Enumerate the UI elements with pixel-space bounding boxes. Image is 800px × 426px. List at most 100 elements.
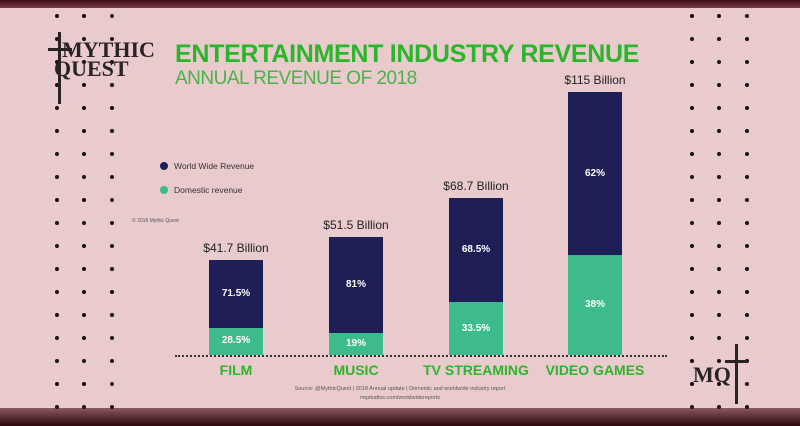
decorative-dot xyxy=(82,221,86,225)
legend-item-domestic: Domestic revenue xyxy=(160,181,254,199)
legend: World Wide Revenue Domestic revenue xyxy=(160,157,254,199)
decorative-dot xyxy=(110,152,114,156)
decorative-dot xyxy=(110,359,114,363)
decorative-dot xyxy=(745,382,749,386)
decorative-dot xyxy=(690,198,694,202)
decorative-dot xyxy=(745,290,749,294)
chart-subtitle: ANNUAL REVENUE OF 2018 xyxy=(175,68,417,89)
decorative-dot xyxy=(690,83,694,87)
decorative-dot xyxy=(717,313,721,317)
copyright: © 2018 Mythic Quest xyxy=(132,218,179,224)
legend-swatch xyxy=(160,186,168,194)
decorative-dot xyxy=(110,221,114,225)
decorative-dot xyxy=(82,267,86,271)
decorative-dot xyxy=(82,106,86,110)
decorative-dot xyxy=(717,336,721,340)
decorative-dot xyxy=(745,83,749,87)
bar-worldwide xyxy=(209,259,263,328)
logo-line2: QUEST xyxy=(54,56,129,81)
decorative-dot xyxy=(717,359,721,363)
bar-worldwide xyxy=(329,237,383,333)
bar-domestic xyxy=(568,255,622,355)
decorative-dot xyxy=(82,83,86,87)
decorative-dot xyxy=(717,290,721,294)
decorative-dot xyxy=(55,198,59,202)
decorative-dot xyxy=(55,244,59,248)
decorative-dot xyxy=(82,313,86,317)
decorative-dot xyxy=(745,244,749,248)
decorative-dot xyxy=(745,129,749,133)
decorative-dot xyxy=(55,405,59,409)
total-label: $115 Billion xyxy=(564,73,626,87)
decorative-dot xyxy=(690,37,694,41)
decorative-dot xyxy=(82,129,86,133)
decorative-dot xyxy=(110,290,114,294)
category-label: MUSIC xyxy=(333,362,379,378)
sword-guard xyxy=(48,48,72,51)
category-label: VIDEO GAMES xyxy=(545,362,645,378)
decorative-dot xyxy=(745,60,749,64)
decorative-dot xyxy=(110,382,114,386)
decorative-dot xyxy=(55,267,59,271)
chart-title: ENTERTAINMENT INDUSTRY REVENUE xyxy=(175,40,640,68)
decorative-dot xyxy=(110,244,114,248)
decorative-dot xyxy=(55,83,59,87)
decorative-dot xyxy=(82,336,86,340)
data-label-worldwide: 62% xyxy=(584,167,605,179)
decorative-dot xyxy=(110,60,114,64)
category-label: FILM xyxy=(219,362,253,378)
decorative-dot xyxy=(717,37,721,41)
decorative-dot xyxy=(717,106,721,110)
decorative-dot xyxy=(717,221,721,225)
data-label-worldwide: 68.5% xyxy=(461,244,491,256)
total-label: $41.7 Billion xyxy=(203,240,269,255)
mq-corner-logo: MQ xyxy=(693,344,747,404)
logo-line1: MYTHIC xyxy=(62,37,155,62)
decorative-dot xyxy=(690,405,694,409)
total-label: $68.7 Billion xyxy=(443,178,509,193)
decorative-dot xyxy=(690,175,694,179)
baseline xyxy=(175,355,667,357)
decorative-dot xyxy=(110,313,114,317)
data-label-domestic: 19% xyxy=(345,337,366,349)
decorative-dot xyxy=(82,405,86,409)
decorative-dot xyxy=(745,198,749,202)
decorative-dot xyxy=(690,244,694,248)
decorative-dot xyxy=(717,60,721,64)
data-label-domestic: 38% xyxy=(584,299,605,311)
decorative-dot xyxy=(82,198,86,202)
decorative-dot xyxy=(745,336,749,340)
mq-text: MQ xyxy=(693,362,731,387)
decorative-dot xyxy=(717,244,721,248)
bar-worldwide xyxy=(449,197,503,303)
data-label-worldwide: 81% xyxy=(345,278,366,290)
mythic-quest-logo: MYTHIC QUEST xyxy=(48,32,155,104)
decorative-dot xyxy=(717,175,721,179)
decorative-dot xyxy=(690,290,694,294)
decorative-dot xyxy=(55,152,59,156)
legend-item-worldwide: World Wide Revenue xyxy=(160,157,254,175)
sword-icon xyxy=(58,32,61,104)
decorative-dot xyxy=(55,290,59,294)
sword-guard xyxy=(725,360,747,363)
decorative-dot xyxy=(690,313,694,317)
decorative-dot xyxy=(690,106,694,110)
decorative-dot xyxy=(690,14,694,18)
decorative-dot xyxy=(745,175,749,179)
decorative-dot xyxy=(690,267,694,271)
decorative-dot xyxy=(82,14,86,18)
decorative-dot xyxy=(55,382,59,386)
decorative-dot xyxy=(55,175,59,179)
decorative-dot xyxy=(110,83,114,87)
decorative-dot xyxy=(745,359,749,363)
decorative-dot xyxy=(717,198,721,202)
data-label-domestic: 33.5% xyxy=(461,322,491,334)
decorative-dot xyxy=(690,382,694,386)
source-text: Source: @MythicQuest | 2018 Annual updat… xyxy=(294,386,506,392)
decorative-dot xyxy=(55,129,59,133)
decorative-dot xyxy=(110,267,114,271)
data-label-worldwide: 71.5% xyxy=(221,287,251,299)
decorative-dot xyxy=(745,267,749,271)
decorative-dot xyxy=(717,405,721,409)
decorative-dot xyxy=(690,60,694,64)
